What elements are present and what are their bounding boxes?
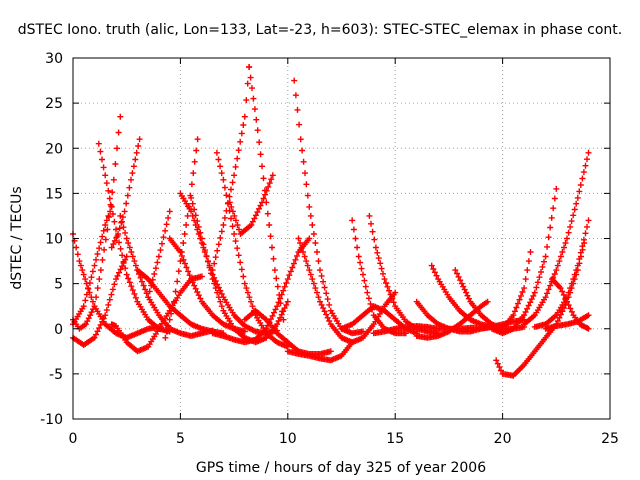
- data-arc-points: [542, 312, 592, 332]
- chart-title: dSTEC Iono. truth (alic, Lon=133, Lat=-2…: [18, 22, 622, 38]
- data-points: [70, 64, 592, 379]
- data-arc-points: [499, 249, 534, 332]
- y-tick-label: 30: [45, 51, 63, 67]
- axis-ticks: 0 5 10 15 20 25 -10 -5 0 5 10 15 20 25 30: [40, 51, 619, 447]
- data-arc-points: [295, 235, 399, 346]
- x-tick-label: 15: [386, 431, 404, 447]
- data-arc-points: [209, 235, 313, 346]
- data-arc-points: [70, 113, 124, 332]
- data-arc-points: [177, 190, 281, 337]
- data-arc-points: [226, 172, 276, 237]
- y-tick-label: 20: [45, 141, 63, 157]
- data-arc-points: [488, 185, 560, 337]
- data-arc-points: [413, 298, 491, 341]
- data-arc-points: [117, 212, 216, 339]
- data-arc-points: [95, 140, 173, 335]
- y-tick-label: 0: [54, 322, 63, 338]
- y-tick-label: 10: [45, 232, 63, 248]
- x-tick-label: 25: [601, 431, 619, 447]
- x-axis-label: GPS time / hours of day 325 of year 2006: [196, 460, 486, 476]
- y-tick-label: 15: [45, 186, 63, 202]
- y-tick-label: 5: [54, 277, 63, 293]
- y-tick-label: 25: [45, 96, 63, 112]
- data-arc-points: [209, 64, 253, 274]
- data-arc-points: [338, 303, 420, 337]
- y-tick-label: -5: [49, 367, 63, 383]
- data-arc-points: [246, 64, 287, 323]
- data-arc-points: [493, 240, 588, 379]
- y-axis-label: dSTEC / TECUs: [9, 186, 25, 289]
- data-arc-points: [284, 339, 356, 364]
- x-tick-label: 0: [69, 431, 78, 447]
- grid-lines: [73, 58, 610, 419]
- y-tick-label: -10: [40, 412, 63, 428]
- data-arc-points: [291, 77, 366, 337]
- data-arc-points: [145, 208, 173, 301]
- x-tick-label: 20: [494, 431, 512, 447]
- data-arc-points: [531, 217, 592, 330]
- x-tick-label: 10: [279, 431, 297, 447]
- data-arc-points: [162, 136, 201, 341]
- x-tick-label: 5: [176, 431, 185, 447]
